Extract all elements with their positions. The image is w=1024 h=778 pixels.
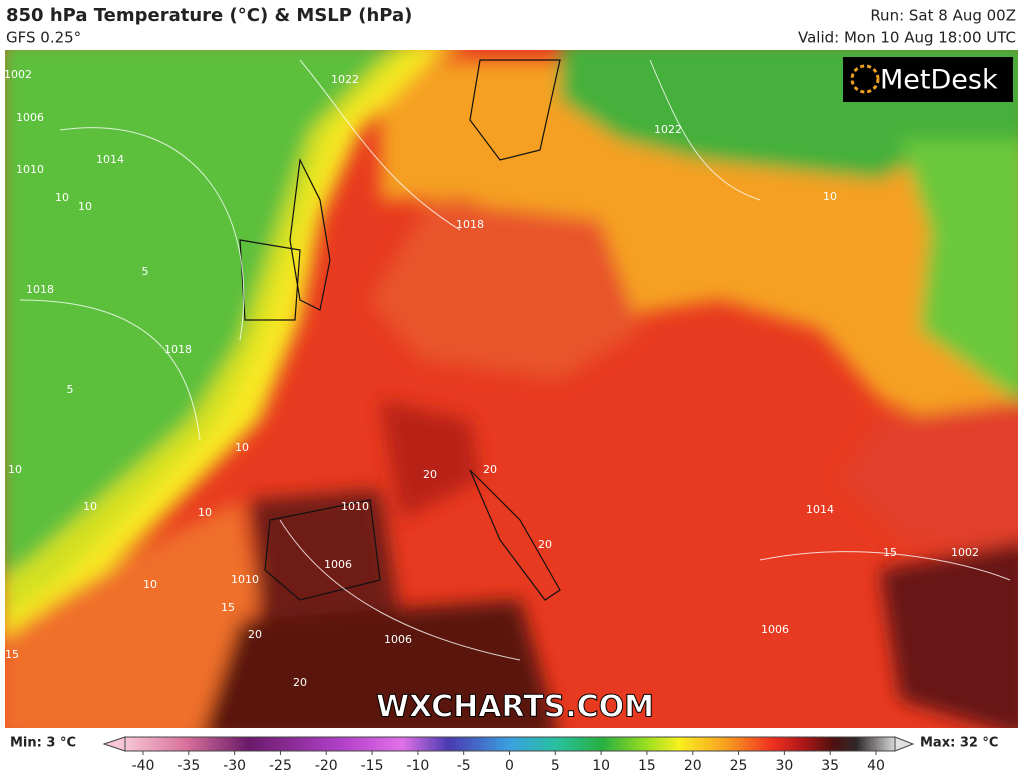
map-area <box>5 50 1018 728</box>
logo-box <box>843 57 1013 102</box>
contour-label: 20 <box>293 676 307 689</box>
colorbar-tick-label: 0 <box>505 758 514 774</box>
contour-label: 1018 <box>164 343 192 356</box>
contour-label: 1006 <box>16 111 44 124</box>
contour-label: 1010 <box>231 573 259 586</box>
contour-label: 10 <box>78 200 92 213</box>
contour-label: 10 <box>198 506 212 519</box>
run-time: Run: Sat 8 Aug 00Z <box>870 7 1016 25</box>
contour-label: 1018 <box>26 283 54 296</box>
colorbar-right-arrow <box>894 736 915 752</box>
valid-time: Valid: Mon 10 Aug 18:00 UTC <box>798 29 1016 47</box>
colorbar-tick-label: 35 <box>821 758 839 774</box>
watermark: WXCHARTS.COM <box>376 690 654 725</box>
colorbar-tick-label: -15 <box>361 758 384 774</box>
contour-label: 10 <box>55 191 69 204</box>
contour-label: 20 <box>483 463 497 476</box>
colorbar-tick-label: 30 <box>775 758 793 774</box>
colorbar-tick-label: 20 <box>684 758 702 774</box>
contour-label: 15 <box>883 546 897 559</box>
contour-label: 5 <box>67 383 74 396</box>
contour-label: 1014 <box>806 503 834 516</box>
colorbar-tick-label: -25 <box>269 758 292 774</box>
contour-label: 10 <box>8 463 22 476</box>
contour-label: 1014 <box>96 153 124 166</box>
colorbar-tick-label: -20 <box>315 758 338 774</box>
colorbar-tick-label: 10 <box>592 758 610 774</box>
contour-label: 5 <box>142 265 149 278</box>
contour-label: 1022 <box>654 123 682 136</box>
contour-label: 15 <box>5 648 19 661</box>
contour-label: 1002 <box>951 546 979 559</box>
contour-label: 15 <box>221 601 235 614</box>
contour-label: 10 <box>823 190 837 203</box>
colorbar-tick-label: 5 <box>551 758 560 774</box>
contour-label: 20 <box>248 628 262 641</box>
colorbar-tick-label: -30 <box>223 758 246 774</box>
contour-label: 20 <box>423 468 437 481</box>
contour-label: 10 <box>143 578 157 591</box>
min-label: Min: 3 °C <box>10 736 76 751</box>
contour-label: 1006 <box>384 633 412 646</box>
colorbar-tick-label: -5 <box>457 758 471 774</box>
contour-label: 1010 <box>16 163 44 176</box>
colorbar-tick-label: -35 <box>177 758 200 774</box>
contour-label: 1018 <box>456 218 484 231</box>
contour-label: 10 <box>235 441 249 454</box>
contour-label: 10 <box>83 500 97 513</box>
coastlines <box>239 59 561 601</box>
model-name: GFS 0.25° <box>6 29 81 47</box>
map-title: 850 hPa Temperature (°C) & MSLP (hPa) <box>6 5 412 26</box>
colorbar-tick-label: 25 <box>730 758 748 774</box>
colorbar-tick-label: -40 <box>132 758 155 774</box>
logo-icon <box>850 64 880 94</box>
contour-label: 1002 <box>4 68 32 81</box>
isobars <box>19 59 1011 661</box>
contour-label: 1006 <box>761 623 789 636</box>
colorbar-tick-label: 15 <box>638 758 656 774</box>
colorbar-tick-label: 40 <box>867 758 885 774</box>
contour-label: 1006 <box>324 558 352 571</box>
contour-label: 20 <box>538 538 552 551</box>
colorbar-tick-label: -10 <box>406 758 429 774</box>
logo-text: MetDesk <box>880 65 998 96</box>
max-label: Max: 32 °C <box>920 736 998 751</box>
colorbar-left-arrow <box>102 736 126 752</box>
colorbar <box>124 736 896 752</box>
contour-label: 1022 <box>331 73 359 86</box>
contour-label: 1010 <box>341 500 369 513</box>
